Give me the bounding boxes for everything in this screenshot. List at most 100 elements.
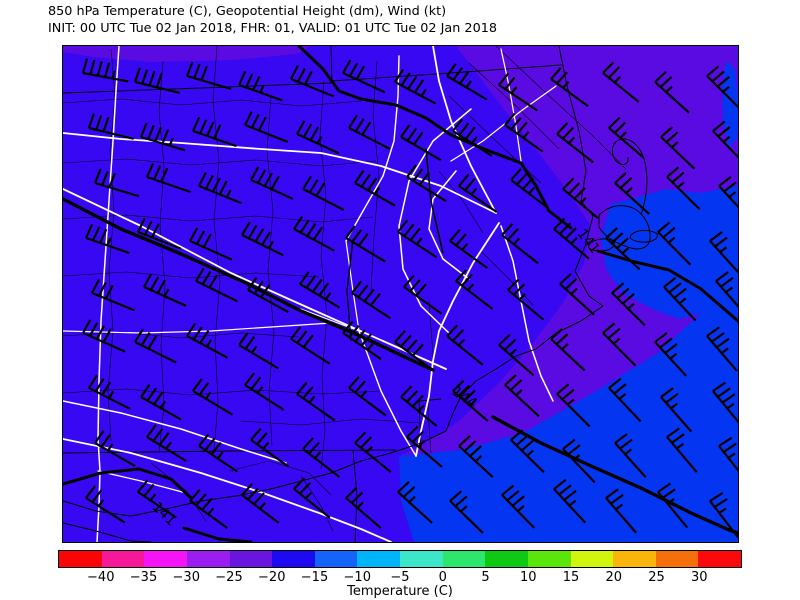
wind-barb — [666, 427, 698, 473]
wind-barb — [139, 122, 186, 152]
highway-line — [63, 400, 287, 464]
county-boundary-line — [240, 418, 422, 426]
wind-barb — [556, 383, 591, 428]
county-boundary-line — [158, 60, 166, 454]
wind-barb — [614, 433, 647, 478]
chart-title-line2: INIT: 00 UTC Tue 02 Jan 2018, FHR: 01, V… — [48, 20, 498, 36]
colorbar-tick-label: −25 — [215, 570, 243, 585]
wind-barb — [550, 67, 589, 108]
wind-barb — [345, 486, 382, 529]
wind-barb — [663, 276, 697, 322]
wind-barb — [85, 485, 126, 524]
wind-barb — [498, 72, 538, 112]
wind-barb — [614, 172, 650, 215]
colorbar-tick-label: 15 — [562, 570, 580, 585]
coastline — [445, 305, 604, 432]
colorbar-segment — [272, 551, 315, 567]
wind-barb — [195, 267, 238, 303]
wind-barb — [250, 427, 290, 468]
wind-barb — [400, 124, 442, 162]
wind-barb — [345, 225, 386, 263]
wind-barb — [244, 111, 289, 143]
wind-barb — [137, 479, 177, 519]
colorbar-segment — [527, 551, 571, 567]
temperature-colorbar — [58, 550, 742, 568]
highway-line — [500, 225, 554, 402]
colorbar-tick-label: −5 — [390, 570, 410, 585]
wind-barb — [559, 272, 595, 316]
colorbar-segment — [613, 551, 656, 567]
coastline-cape-cod — [598, 205, 651, 250]
wind-barb — [504, 374, 540, 417]
colorbar-tick-label: −30 — [172, 570, 200, 585]
state-boundary-line — [63, 449, 397, 454]
colorbar-tick-label: −20 — [258, 570, 286, 585]
wind-barb — [654, 70, 690, 114]
colorbar-segment — [144, 551, 187, 567]
wind-barb — [498, 333, 535, 377]
wind-barb — [446, 63, 488, 101]
highway-line — [96, 438, 101, 542]
wind-barb — [397, 219, 438, 259]
wind-barb — [666, 166, 701, 211]
wind-barb — [82, 319, 126, 353]
county-boundary-line — [63, 271, 320, 279]
wind-barb — [296, 381, 336, 422]
wind-barb — [342, 320, 382, 360]
colorbar-segment — [229, 551, 273, 567]
colorbar-segment — [698, 551, 741, 567]
highway-line — [63, 322, 332, 334]
wind-barb — [660, 387, 693, 433]
wind-barb — [406, 425, 443, 468]
wind-barb — [146, 424, 187, 462]
wind-barb — [145, 162, 191, 194]
coastline — [63, 430, 447, 517]
wind-barb — [452, 118, 493, 157]
highway-line — [63, 188, 447, 370]
wind-barb — [602, 61, 640, 103]
wind-barb — [706, 65, 738, 109]
wind-barb — [247, 276, 289, 314]
height-contour — [491, 415, 738, 535]
wind-barb — [143, 273, 187, 307]
wind-barb — [657, 221, 692, 266]
wind-barb — [712, 120, 738, 159]
wind-barb — [709, 231, 738, 274]
coastline — [63, 522, 152, 542]
wind-barb — [449, 490, 484, 534]
highway-line — [428, 170, 470, 280]
chart-title-block: 850 hPa Temperature (C), Geopotential He… — [48, 4, 497, 37]
wind-barb — [394, 68, 437, 105]
colorbar-tick-label: −35 — [129, 570, 158, 585]
wind-barb — [605, 227, 641, 271]
wind-barb — [134, 328, 177, 364]
road-line — [425, 148, 444, 254]
wind-barb — [660, 126, 696, 170]
wind-barb — [237, 70, 283, 102]
wind-barb — [654, 331, 687, 377]
wind-barb — [348, 376, 387, 417]
wind-barb — [403, 274, 443, 315]
coastline-cape-cod — [588, 238, 615, 252]
colorbar-tick-label: 25 — [648, 570, 665, 585]
wind-barb — [507, 278, 544, 321]
colorbar-segment — [655, 551, 699, 567]
wind-barb — [351, 280, 392, 320]
height-contour — [297, 46, 573, 230]
wind-barb — [290, 326, 331, 365]
colorbar-tick-label: 10 — [519, 570, 537, 585]
wind-barb — [712, 381, 738, 424]
county-boundary-line — [495, 46, 627, 170]
colorbar-tick-label: 30 — [690, 570, 708, 585]
wind-barb — [501, 484, 535, 529]
wind-barb — [718, 436, 738, 472]
wind-barb — [504, 112, 544, 153]
highway-line — [415, 222, 500, 457]
highway-line — [63, 132, 497, 214]
wind-barb — [556, 122, 594, 164]
wind-barb — [406, 164, 447, 203]
county-boundary-line — [228, 460, 332, 496]
wind-barb — [657, 482, 689, 529]
county-boundary-line — [150, 462, 207, 522]
height-contour — [182, 526, 253, 542]
